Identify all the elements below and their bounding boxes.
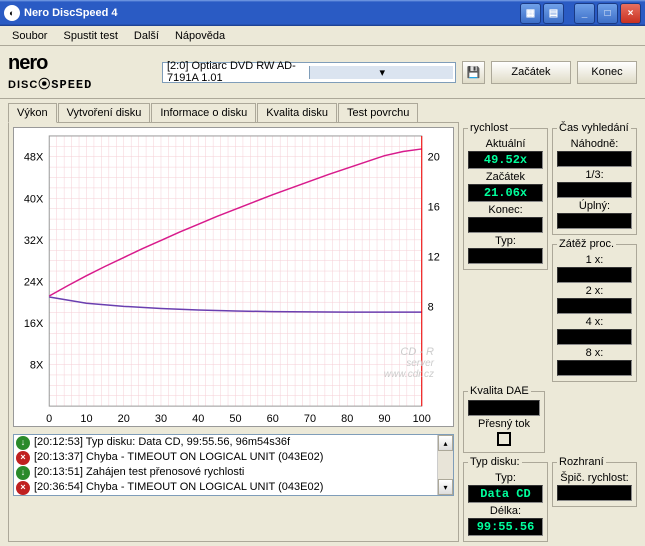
log-line: ×[20:13:37] Chyba - TIMEOUT ON LOGICAL U… xyxy=(14,450,437,465)
speed-end-label: Konec: xyxy=(468,204,543,216)
logo-discspeed: DISC⦿SPEED xyxy=(8,75,156,92)
svg-text:80: 80 xyxy=(341,413,353,425)
error-icon: × xyxy=(16,481,30,495)
svg-text:20: 20 xyxy=(118,413,130,425)
drive-text: [2:0] Optiarc DVD RW AD-7191A 1.01 xyxy=(165,60,309,84)
tab-create[interactable]: Vytvoření disku xyxy=(58,103,151,122)
app-icon: ◐ xyxy=(4,5,20,21)
svg-text:16: 16 xyxy=(428,202,440,214)
error-icon: × xyxy=(16,451,30,465)
menu-file[interactable]: Soubor xyxy=(4,28,55,44)
svg-text:40: 40 xyxy=(192,413,204,425)
svg-text:16X: 16X xyxy=(24,318,44,330)
dae-group: Kvalita DAE Přesný tok xyxy=(463,385,545,453)
seek-random-value xyxy=(557,151,632,167)
log-line: ↓[20:12:53] Typ disku: Data CD, 99:55.56… xyxy=(14,435,437,450)
stop-icon xyxy=(497,432,511,446)
seek-group: Čas vyhledání Náhodně: 1/3: Úplný: xyxy=(552,122,637,235)
speed-type-label: Typ: xyxy=(468,235,543,247)
svg-text:70: 70 xyxy=(304,413,316,425)
cpu-group: Zátěž proc. 1 x: 2 x: 4 x: 8 x: xyxy=(552,238,637,382)
speed-start-value: 21.06x xyxy=(468,184,543,202)
svg-text:8: 8 xyxy=(428,301,434,313)
speed-start-label: Začátek xyxy=(468,171,543,183)
speed-current-label: Aktuální xyxy=(468,138,543,150)
iface-group: Rozhraní Špič. rychlost: xyxy=(552,456,637,507)
log-panel: ↓[20:12:53] Typ disku: Data CD, 99:55.56… xyxy=(13,434,454,496)
svg-text:32X: 32X xyxy=(24,235,44,247)
svg-text:100: 100 xyxy=(413,413,431,425)
main-area: 8X 16X 24X 32X 40X 48X 8 12 16 20 0 10 20 30 40 50 60 70 8… xyxy=(0,122,645,546)
disctype-group: Typ disku: Typ: Data CD Délka: 99:55.56 xyxy=(463,456,548,542)
log-line: ↓[20:13:51] Zahájen test přenosové rychl… xyxy=(14,465,437,480)
extra-button-1[interactable]: ▦ xyxy=(520,3,541,24)
chevron-down-icon: ▾ xyxy=(309,66,454,79)
speed-type-value xyxy=(468,248,543,264)
tab-quality[interactable]: Kvalita disku xyxy=(257,103,337,122)
speed-current-value: 49.52x xyxy=(468,151,543,169)
drive-select[interactable]: [2:0] Optiarc DVD RW AD-7191A 1.01 ▾ xyxy=(162,62,456,83)
svg-text:12: 12 xyxy=(428,251,440,263)
svg-text:24X: 24X xyxy=(24,276,44,288)
svg-text:90: 90 xyxy=(378,413,390,425)
tab-performance[interactable]: Výkon xyxy=(8,103,57,123)
end-button[interactable]: Konec xyxy=(577,61,637,84)
ok-icon: ↓ xyxy=(16,466,30,480)
title-bar: ◐ Nero DiscSpeed 4 ▦ ▤ _ □ × xyxy=(0,0,645,26)
tab-surface[interactable]: Test povrchu xyxy=(338,103,418,122)
window-title: Nero DiscSpeed 4 xyxy=(24,7,520,19)
scroll-up-icon[interactable]: ▴ xyxy=(438,435,453,451)
svg-text:8X: 8X xyxy=(30,360,44,372)
left-panel: 8X 16X 24X 32X 40X 48X 8 12 16 20 0 10 20 30 40 50 60 70 8… xyxy=(8,122,459,542)
seek-third-value xyxy=(557,182,632,198)
svg-text:20: 20 xyxy=(428,152,440,164)
logo: nero DISC⦿SPEED xyxy=(8,52,156,92)
ok-icon: ↓ xyxy=(16,436,30,450)
burst-value xyxy=(557,485,632,501)
log-scrollbar[interactable]: ▴ ▾ xyxy=(437,435,453,495)
toolbar-row: nero DISC⦿SPEED [2:0] Optiarc DVD RW AD-… xyxy=(0,46,645,99)
log-line: ×[20:36:54] Chyba - TIMEOUT ON LOGICAL U… xyxy=(14,480,437,495)
menu-more[interactable]: Další xyxy=(126,28,167,44)
logo-nero: nero xyxy=(8,52,156,75)
disclen-value: 99:55.56 xyxy=(468,518,543,536)
svg-text:48X: 48X xyxy=(24,152,44,164)
chart-container: 8X 16X 24X 32X 40X 48X 8 12 16 20 0 10 20 30 40 50 60 70 8… xyxy=(13,127,454,430)
performance-chart: 8X 16X 24X 32X 40X 48X 8 12 16 20 0 10 20 30 40 50 60 70 8… xyxy=(13,127,454,427)
menu-help[interactable]: Nápověda xyxy=(167,28,233,44)
speed-group: rychlost Aktuální 49.52x Začátek 21.06x … xyxy=(463,122,548,270)
tab-strip: Výkon Vytvoření disku Informace o disku … xyxy=(0,99,645,122)
svg-text:40X: 40X xyxy=(24,193,44,205)
svg-text:60: 60 xyxy=(267,413,279,425)
svg-text:50: 50 xyxy=(229,413,241,425)
minimize-button[interactable]: _ xyxy=(574,3,595,24)
svg-text:30: 30 xyxy=(155,413,167,425)
save-icon-button[interactable]: 💾 xyxy=(462,61,485,84)
tab-info[interactable]: Informace o disku xyxy=(151,103,256,122)
svg-text:10: 10 xyxy=(80,413,92,425)
close-button[interactable]: × xyxy=(620,3,641,24)
speed-end-value xyxy=(468,217,543,233)
maximize-button[interactable]: □ xyxy=(597,3,618,24)
disctype-value: Data CD xyxy=(468,485,543,503)
seek-full-value xyxy=(557,213,632,229)
svg-text:0: 0 xyxy=(46,413,52,425)
extra-button-2[interactable]: ▤ xyxy=(543,3,564,24)
menu-bar: Soubor Spustit test Další Nápověda xyxy=(0,26,645,46)
window-buttons: ▦ ▤ _ □ × xyxy=(520,3,641,24)
menu-run[interactable]: Spustit test xyxy=(55,28,125,44)
scroll-down-icon[interactable]: ▾ xyxy=(438,479,453,495)
start-button[interactable]: Začátek xyxy=(491,61,571,84)
right-panel: rychlost Aktuální 49.52x Začátek 21.06x … xyxy=(463,122,637,542)
